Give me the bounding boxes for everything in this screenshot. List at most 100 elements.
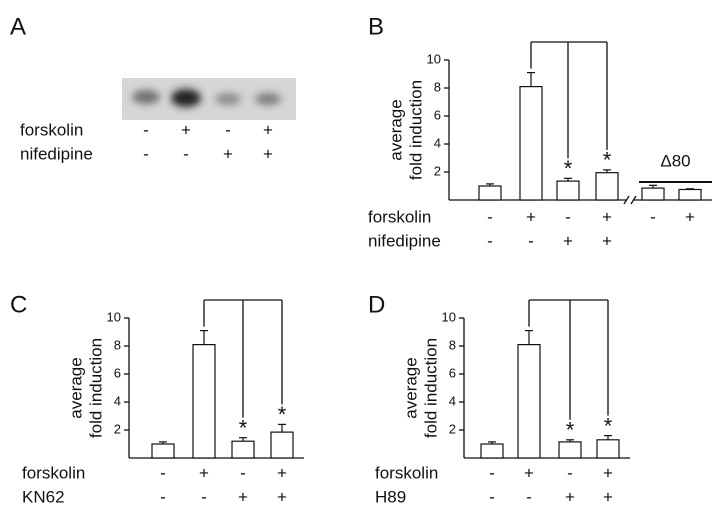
bar (595, 172, 619, 201)
sign: - (160, 463, 166, 482)
sign: + (223, 144, 233, 163)
error-bar (488, 441, 496, 444)
error-bar (200, 330, 208, 345)
error-bar (527, 71, 535, 87)
y-tick-label: 8 (434, 79, 441, 94)
sign: - (489, 487, 495, 506)
sign: - (489, 463, 495, 482)
sign: - (160, 487, 166, 506)
error-bar (603, 169, 611, 173)
bar (519, 85, 543, 201)
panel-letter: D (368, 291, 385, 318)
gel-bands (132, 89, 281, 107)
y-tick-label: 6 (449, 365, 456, 380)
panel-letter: C (10, 291, 27, 318)
bar (478, 185, 502, 201)
bar (596, 439, 620, 459)
y-axis-label: average (66, 357, 85, 418)
significance-star: * (604, 413, 613, 438)
error-bar (525, 330, 533, 345)
y-tick-label: 2 (449, 421, 456, 436)
y-axis-label: average (386, 99, 405, 160)
bar (558, 441, 582, 459)
sign: - (487, 207, 493, 226)
sign: + (565, 487, 575, 506)
sign: - (650, 207, 656, 226)
significance-star: * (566, 418, 575, 443)
y-axis-label: fold induction (406, 80, 425, 180)
y-tick-label: 6 (114, 365, 121, 380)
sign: + (603, 463, 613, 482)
bar (517, 344, 541, 459)
row-label: forskolin (22, 463, 85, 482)
panel-letter: A (10, 13, 26, 40)
bar (270, 431, 294, 459)
sign: - (201, 487, 207, 506)
error-bar (239, 437, 247, 442)
bar (556, 180, 580, 201)
row-label: forskolin (20, 120, 83, 139)
sign: - (240, 463, 246, 482)
y-tick-label: 4 (449, 393, 456, 408)
bar (480, 443, 504, 459)
bar (231, 440, 255, 459)
significance-star: * (603, 148, 612, 173)
panel-letter: B (368, 13, 384, 40)
y-tick-label: 4 (434, 135, 441, 150)
sign: - (143, 120, 149, 139)
sign: - (526, 487, 532, 506)
row-label: nifedipine (368, 231, 441, 250)
sign: + (685, 207, 695, 226)
row-label: nifedipine (20, 144, 93, 163)
sign: - (528, 231, 534, 250)
y-tick-label: 2 (434, 163, 441, 178)
y-axis-label: fold induction (421, 338, 440, 438)
sign: + (524, 463, 534, 482)
significance-star: * (564, 156, 573, 181)
sign: + (263, 120, 273, 139)
y-tick-label: 8 (449, 337, 456, 352)
sign: + (181, 120, 191, 139)
sign: + (602, 207, 612, 226)
bar (151, 443, 175, 459)
axis-break (623, 195, 630, 205)
bar (192, 344, 216, 459)
y-tick-label: 10 (442, 309, 456, 324)
group-label: Δ80 (660, 151, 690, 170)
sign: + (526, 207, 536, 226)
y-axis-label: average (401, 357, 420, 418)
error-bar (486, 183, 494, 186)
row-label: H89 (375, 487, 406, 506)
significance-star: * (239, 416, 248, 441)
y-tick-label: 10 (107, 309, 121, 324)
error-bar (686, 188, 694, 190)
row-label: forskolin (368, 207, 431, 226)
y-tick-label: 2 (114, 421, 121, 436)
bar (641, 187, 665, 201)
error-bar (566, 439, 574, 442)
error-bar (278, 423, 286, 433)
y-tick-label: 6 (434, 107, 441, 122)
y-tick-label: 10 (427, 51, 441, 66)
sign: - (225, 120, 231, 139)
sign: + (277, 487, 287, 506)
sign: + (238, 487, 248, 506)
sign: - (567, 463, 573, 482)
significance-star: * (278, 402, 287, 427)
y-axis-label: fold induction (86, 338, 105, 438)
error-bar (604, 435, 612, 440)
error-bar (649, 184, 657, 189)
sign: + (199, 463, 209, 482)
error-bar (159, 441, 167, 444)
sign: - (487, 231, 493, 250)
error-bar (564, 177, 572, 182)
row-label: KN62 (22, 487, 65, 506)
sign: + (602, 231, 612, 250)
sign: + (277, 463, 287, 482)
y-tick-label: 4 (114, 393, 121, 408)
sign: + (563, 231, 573, 250)
axis-break (630, 195, 637, 205)
sign: + (263, 144, 273, 163)
